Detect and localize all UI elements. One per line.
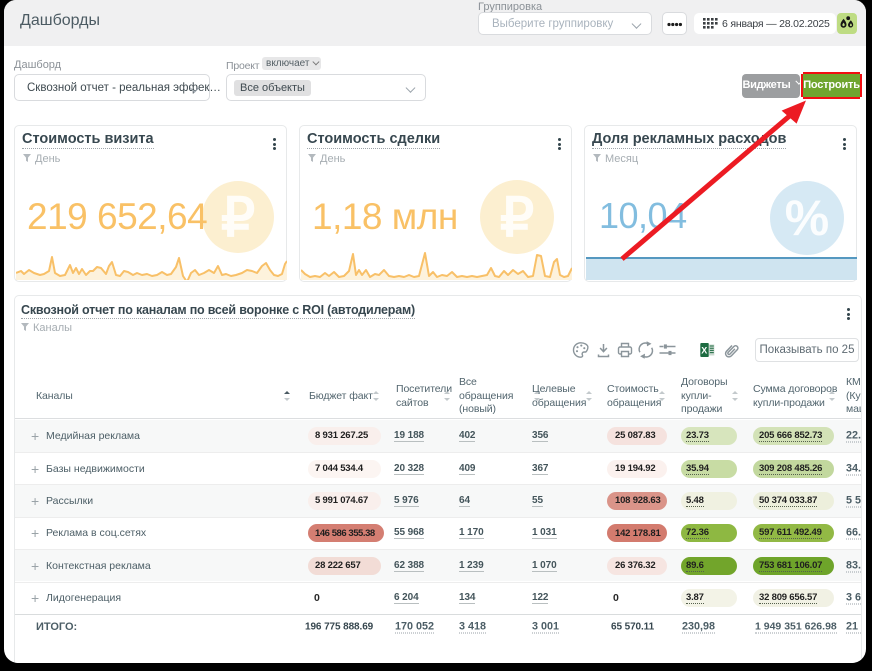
svg-text:X: X	[701, 346, 707, 356]
